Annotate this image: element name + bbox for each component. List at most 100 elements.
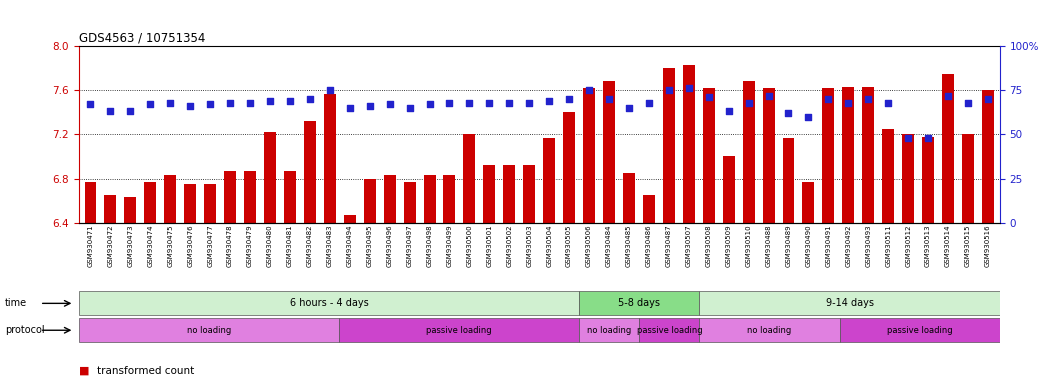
Bar [324,94,336,223]
Text: protocol: protocol [5,325,45,335]
Point [222,99,239,106]
Bar [85,182,96,223]
Point [242,99,259,106]
Point [820,96,837,102]
Text: 6 hours - 4 days: 6 hours - 4 days [290,298,369,308]
Point [122,108,139,114]
FancyBboxPatch shape [640,318,699,343]
Bar [244,171,257,223]
Point [760,93,777,99]
Bar [444,175,455,223]
Point [461,99,477,106]
Bar [663,68,675,223]
Point [441,99,458,106]
Point [740,99,757,106]
Point [800,114,817,120]
Point [561,96,578,102]
Bar [583,88,595,223]
Bar [424,175,436,223]
Bar [623,173,634,223]
Bar [164,175,176,223]
Bar [524,165,535,223]
Bar [144,182,156,223]
Bar [942,74,954,223]
Point [520,99,537,106]
Text: GDS4563 / 10751354: GDS4563 / 10751354 [79,31,205,44]
Bar [762,88,775,223]
Point [641,99,658,106]
Bar [802,182,815,223]
FancyBboxPatch shape [699,318,840,343]
FancyBboxPatch shape [579,291,699,316]
FancyBboxPatch shape [579,318,640,343]
Point [700,94,717,100]
Bar [782,138,795,223]
Bar [343,215,356,223]
Text: no loading: no loading [748,326,792,335]
Bar [563,112,575,223]
FancyBboxPatch shape [79,291,579,316]
Bar [903,134,914,223]
Point [720,108,737,114]
Text: transformed count: transformed count [97,366,195,376]
Bar [184,184,196,223]
Point [541,98,558,104]
Point [162,99,179,106]
Text: 9-14 days: 9-14 days [826,298,873,308]
Point [421,101,438,108]
Bar [264,132,276,223]
Point [899,135,916,141]
Bar [125,197,136,223]
Bar [722,156,735,223]
Point [302,96,318,102]
Bar [843,87,854,223]
Bar [224,171,236,223]
Text: ■: ■ [79,366,89,376]
Bar [643,195,654,223]
Point [980,96,997,102]
Text: no loading: no loading [186,326,230,335]
Point [401,105,418,111]
Bar [543,138,555,223]
Text: time: time [5,298,27,308]
Point [919,135,936,141]
Bar [982,90,994,223]
Point [780,110,797,116]
Bar [484,165,495,223]
Point [341,105,358,111]
Point [381,101,398,108]
Point [82,101,98,108]
Bar [363,179,376,223]
Point [321,87,338,93]
Point [500,99,517,106]
Point [142,101,159,108]
Bar [304,121,316,223]
Point [182,103,199,109]
Text: 5-8 days: 5-8 days [619,298,661,308]
Bar [603,81,615,223]
Text: passive loading: passive loading [426,326,492,335]
FancyBboxPatch shape [699,291,1000,316]
Point [879,99,896,106]
Bar [403,182,416,223]
Text: no loading: no loading [587,326,631,335]
Point [262,98,279,104]
Bar [383,175,396,223]
Bar [863,87,874,223]
Point [681,85,697,91]
Point [661,87,677,93]
FancyBboxPatch shape [79,318,339,343]
Bar [962,134,974,223]
FancyBboxPatch shape [339,318,579,343]
Point [960,99,977,106]
Bar [922,137,934,223]
Point [481,99,497,106]
Bar [504,165,515,223]
Point [581,87,598,93]
FancyBboxPatch shape [840,318,1000,343]
Text: passive loading: passive loading [637,326,703,335]
Bar [703,88,715,223]
Point [601,96,618,102]
Bar [464,134,475,223]
Point [202,101,219,108]
